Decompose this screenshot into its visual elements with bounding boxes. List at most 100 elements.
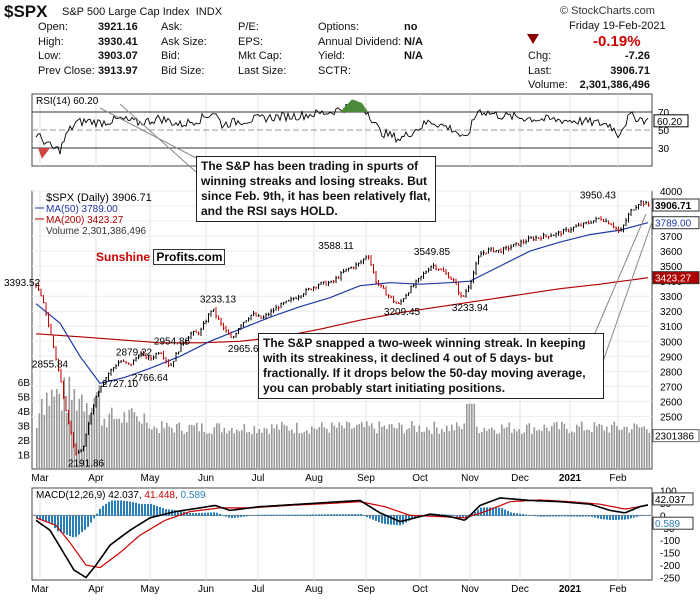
volume-bar — [303, 431, 306, 469]
volume-bar — [76, 410, 78, 469]
macd-hist-bar — [54, 515, 56, 529]
rsi-value-tag — [653, 114, 689, 128]
volume-bar — [251, 434, 253, 469]
macd-panel-frame — [31, 487, 653, 581]
volume-bar — [488, 428, 491, 469]
volume-bar — [113, 418, 116, 469]
volume-bar — [246, 432, 248, 469]
price-tag-text: 3423.27 — [655, 274, 692, 285]
volume-bar — [596, 426, 598, 469]
left-price-tag: 3393.52 — [4, 278, 41, 289]
macd-hist-bar — [558, 515, 560, 517]
x-tick-label: Aug — [305, 473, 323, 484]
volume-bar — [386, 429, 388, 469]
macd-hist-bar — [543, 515, 545, 517]
volume-bar — [168, 426, 171, 469]
macd-hist-bar — [444, 514, 446, 516]
macd-hist-bar — [114, 500, 116, 516]
macd-hist-bar — [390, 515, 392, 525]
volume-bar — [276, 424, 278, 469]
x-tick-label: Apr — [88, 584, 104, 595]
volume-bar — [98, 385, 101, 469]
macd-hist-bar — [492, 507, 494, 516]
volume-bar — [643, 426, 646, 469]
volume-bar — [496, 433, 498, 469]
volume-bar — [126, 422, 128, 469]
macd-hist-bar — [78, 515, 80, 535]
volume-bar — [116, 418, 118, 469]
volume-bar — [83, 411, 86, 469]
volume-bar — [136, 416, 138, 469]
volume-bar — [448, 431, 451, 469]
volume-bar — [241, 430, 243, 469]
macd-hist-bar — [102, 505, 104, 516]
x-tick-label: Oct — [412, 473, 428, 484]
macd-hist-bar — [630, 515, 632, 519]
volume-bar — [508, 422, 511, 469]
macd-hist-bar — [624, 515, 626, 520]
macd-hist-bar — [135, 502, 137, 516]
macd-tag-text: 42.037 — [655, 495, 686, 506]
volume-bar — [203, 431, 206, 469]
volume-bar — [571, 431, 573, 469]
macd-hist-bar — [627, 515, 629, 520]
macd-hist-bar — [231, 515, 233, 519]
volume-bar — [186, 432, 188, 469]
macd-hist-bar — [522, 514, 524, 516]
macd-hist-bar — [48, 515, 50, 523]
volume-bar — [183, 433, 186, 469]
volume-bar — [556, 421, 558, 469]
volume-bar — [128, 409, 131, 469]
volume-bar — [48, 405, 51, 469]
macd-tick: -150 — [660, 549, 680, 560]
volume-bar — [603, 430, 606, 469]
volume-bar — [268, 434, 271, 469]
macd-hist-bar — [144, 504, 146, 516]
price-tick: 3500 — [660, 262, 683, 273]
volume-bar — [648, 433, 651, 469]
x-tick-label: Jun — [198, 584, 214, 595]
volume-bar — [178, 422, 181, 469]
rsi-tick: 50 — [658, 126, 670, 137]
volume-bar — [153, 426, 156, 469]
volume-bar — [51, 389, 53, 469]
macd-hist-bar — [372, 515, 374, 520]
macd-hist-bar — [132, 502, 134, 516]
volume-bar — [441, 429, 443, 469]
macd-hist-bar — [192, 513, 194, 516]
volume-bar — [166, 422, 168, 469]
volume-bar — [108, 413, 111, 469]
macd-hist-bar — [261, 514, 263, 516]
sctr-label: SCTR: — [318, 64, 351, 77]
volume-bar — [156, 428, 158, 469]
x-tick-label: Dec — [511, 473, 529, 484]
volume-bar — [348, 422, 351, 469]
volume-bar — [91, 407, 93, 469]
volume-bar — [608, 432, 611, 469]
volume-bar — [646, 429, 648, 469]
volume-bar — [466, 403, 468, 469]
macd-hist-bar — [66, 515, 68, 535]
macd-hist-bar — [516, 513, 518, 516]
volume-bar — [601, 424, 603, 469]
volume-bar — [148, 428, 151, 469]
volume-bar — [273, 428, 276, 469]
macd-hist-bar — [534, 515, 536, 517]
volume-bar — [266, 428, 268, 469]
volume-bar — [528, 423, 531, 469]
volume-bar — [243, 423, 246, 469]
macd-hist-bar — [279, 514, 281, 516]
macd-hist-bar — [195, 512, 197, 516]
volume-bar — [503, 428, 506, 469]
macd-hist-bar — [81, 515, 83, 533]
volume-bar — [641, 427, 643, 469]
volume-bar — [71, 400, 73, 469]
volume-bar — [426, 427, 428, 469]
price-annotation: 2965.66 — [228, 344, 265, 355]
macd-hist-bar — [177, 510, 179, 516]
macd-hist-bar — [345, 514, 347, 516]
volume-bar — [213, 427, 216, 469]
x-tick-label: Apr — [88, 473, 104, 484]
macd-hist-bar — [381, 515, 383, 524]
macd-hist-bar — [294, 514, 296, 516]
